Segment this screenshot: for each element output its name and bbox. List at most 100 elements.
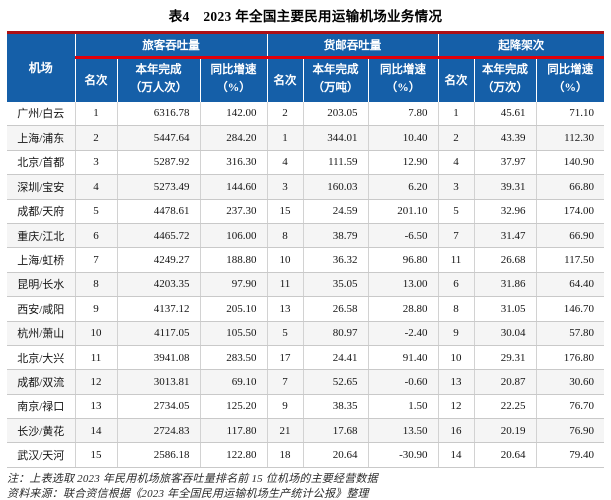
airport-name-cell: 长沙/黄花 bbox=[7, 418, 75, 444]
passenger-yoy-cell: 283.50 bbox=[199, 345, 267, 371]
table-row: 北京/大兴 11 3941.08 283.50 17 24.41 91.40 1… bbox=[7, 345, 604, 371]
passenger-rank-cell: 6 bbox=[74, 223, 117, 249]
passenger-value-cell: 2586.18 bbox=[116, 442, 200, 468]
flights-yoy-cell: 76.70 bbox=[535, 394, 604, 420]
flights-value-cell: 43.39 bbox=[473, 125, 536, 151]
passenger-yoy-cell: 97.90 bbox=[199, 272, 267, 298]
header-passenger-rank: 名次 bbox=[74, 57, 117, 102]
header-group-cargo-throughput: 货邮吞吐量 bbox=[266, 32, 438, 59]
airport-business-table: 机场 旅客吞吐量 货邮吞吐量 起降架次 名次 本年完成 （万人次） 同比增速 （… bbox=[7, 31, 604, 468]
cargo-yoy-cell: 7.80 bbox=[367, 101, 438, 127]
passenger-rank-cell: 10 bbox=[74, 321, 117, 346]
flights-rank-cell: 1 bbox=[437, 101, 474, 127]
flights-rank-cell: 12 bbox=[437, 394, 474, 420]
cargo-yoy-cell: -30.90 bbox=[367, 442, 438, 468]
cargo-rank-cell: 9 bbox=[266, 394, 303, 420]
passenger-rank-cell: 9 bbox=[74, 296, 117, 322]
cargo-rank-cell: 4 bbox=[266, 150, 303, 176]
cargo-yoy-cell: 12.90 bbox=[367, 150, 438, 176]
passenger-rank-cell: 5 bbox=[74, 199, 117, 224]
cargo-value-cell: 38.35 bbox=[302, 394, 368, 420]
table-header: 机场 旅客吞吐量 货邮吞吐量 起降架次 名次 本年完成 （万人次） 同比增速 （… bbox=[7, 32, 604, 102]
cargo-yoy-cell: 1.50 bbox=[367, 394, 438, 420]
cargo-yoy-cell: 96.80 bbox=[367, 247, 438, 273]
flights-value-cell: 37.97 bbox=[473, 150, 536, 176]
cargo-value-cell: 111.59 bbox=[302, 150, 368, 176]
flights-rank-cell: 6 bbox=[437, 272, 474, 298]
flights-rank-cell: 4 bbox=[437, 150, 474, 176]
header-cargo-yoy-unit: （%） bbox=[385, 82, 421, 95]
passenger-yoy-cell: 316.30 bbox=[199, 150, 267, 176]
cargo-rank-cell: 21 bbox=[266, 418, 303, 444]
flights-yoy-cell: 79.40 bbox=[535, 442, 604, 468]
cargo-value-cell: 24.41 bbox=[302, 345, 368, 371]
cargo-yoy-cell: 6.20 bbox=[367, 174, 438, 200]
header-airport: 机场 bbox=[7, 32, 75, 102]
airport-name-cell: 深圳/宝安 bbox=[7, 174, 75, 200]
header-flights-yoy: 同比增速 （%） bbox=[535, 57, 604, 102]
passenger-yoy-cell: 105.50 bbox=[199, 321, 267, 346]
table-row: 西安/咸阳 9 4137.12 205.10 13 26.58 28.80 8 … bbox=[7, 296, 604, 322]
table-row: 深圳/宝安 4 5273.49 144.60 3 160.03 6.20 3 3… bbox=[7, 174, 604, 200]
sub-header-row: 名次 本年完成 （万人次） 同比增速 （%） 名次 本年完成 （万吨） 同比增速… bbox=[7, 57, 604, 102]
header-passenger-yoy: 同比增速 （%） bbox=[199, 57, 267, 102]
cargo-rank-cell: 5 bbox=[266, 321, 303, 346]
cargo-yoy-cell: 13.00 bbox=[367, 272, 438, 298]
flights-value-cell: 29.31 bbox=[473, 345, 536, 371]
passenger-yoy-cell: 205.10 bbox=[199, 296, 267, 322]
flights-value-cell: 31.05 bbox=[473, 296, 536, 322]
passenger-yoy-cell: 106.00 bbox=[199, 223, 267, 249]
cargo-rank-cell: 8 bbox=[266, 223, 303, 249]
header-passenger-yoy-unit: （%） bbox=[216, 82, 251, 95]
cargo-yoy-cell: 10.40 bbox=[367, 125, 438, 151]
flights-yoy-cell: 76.90 bbox=[535, 418, 604, 444]
airport-name-cell: 南京/禄口 bbox=[7, 394, 75, 420]
table-row: 北京/首都 3 5287.92 316.30 4 111.59 12.90 4 … bbox=[7, 150, 604, 176]
header-cargo-completed: 本年完成 （万吨） bbox=[302, 57, 368, 102]
flights-rank-cell: 11 bbox=[437, 247, 474, 273]
flights-yoy-cell: 30.60 bbox=[535, 369, 604, 395]
header-group-aircraft-movements: 起降架次 bbox=[437, 32, 604, 59]
header-cargo-yoy-label: 同比增速 bbox=[380, 64, 426, 77]
header-cargo-completed-label: 本年完成 bbox=[312, 64, 359, 77]
cargo-yoy-cell: -0.60 bbox=[367, 369, 438, 395]
flights-value-cell: 26.68 bbox=[473, 247, 536, 273]
passenger-rank-cell: 8 bbox=[74, 272, 117, 298]
passenger-value-cell: 5287.92 bbox=[116, 150, 200, 176]
flights-yoy-cell: 140.90 bbox=[535, 150, 604, 176]
flights-value-cell: 45.61 bbox=[473, 101, 536, 127]
flights-yoy-cell: 57.80 bbox=[535, 321, 604, 346]
passenger-value-cell: 3013.81 bbox=[116, 369, 200, 395]
table-notes: 注：上表选取 2023 年民用机场旅客吞吐量排名前 15 位机场的主要经营数据 … bbox=[7, 472, 604, 500]
group-header-row: 机场 旅客吞吐量 货邮吞吐量 起降架次 bbox=[7, 32, 604, 102]
passenger-value-cell: 4249.27 bbox=[116, 247, 200, 273]
header-flights-completed-unit: （万次） bbox=[482, 82, 528, 95]
cargo-value-cell: 26.58 bbox=[302, 296, 368, 322]
header-flights-yoy-label: 同比增速 bbox=[547, 64, 594, 77]
passenger-rank-cell: 15 bbox=[74, 442, 117, 468]
cargo-rank-cell: 2 bbox=[266, 101, 303, 127]
passenger-rank-cell: 4 bbox=[74, 174, 117, 200]
header-group-passenger-throughput: 旅客吞吐量 bbox=[74, 32, 267, 59]
airport-name-cell: 上海/虹桥 bbox=[7, 247, 75, 273]
table-row: 上海/虹桥 7 4249.27 188.80 10 36.32 96.80 11… bbox=[7, 247, 604, 273]
passenger-yoy-cell: 142.00 bbox=[199, 101, 267, 127]
header-flights-rank: 名次 bbox=[437, 57, 474, 102]
table-row: 重庆/江北 6 4465.72 106.00 8 38.79 -6.50 7 3… bbox=[7, 223, 604, 249]
header-flights-yoy-unit: （%） bbox=[553, 82, 588, 95]
flights-rank-cell: 14 bbox=[437, 442, 474, 468]
flights-yoy-cell: 117.50 bbox=[535, 247, 604, 273]
flights-rank-cell: 3 bbox=[437, 174, 474, 200]
source-line: 资料来源：联合资信根据《2023 年全国民用运输机场生产统计公报》整理 bbox=[7, 488, 369, 500]
passenger-rank-cell: 11 bbox=[74, 345, 117, 371]
airport-name-cell: 西安/咸阳 bbox=[7, 296, 75, 322]
passenger-value-cell: 6316.78 bbox=[116, 101, 200, 127]
cargo-rank-cell: 7 bbox=[266, 369, 303, 395]
airport-name-cell: 重庆/江北 bbox=[7, 223, 75, 249]
note-line: 注：上表选取 2023 年民用机场旅客吞吐量排名前 15 位机场的主要经营数据 bbox=[7, 472, 378, 485]
cargo-value-cell: 35.05 bbox=[302, 272, 368, 298]
airport-name-cell: 成都/双流 bbox=[7, 369, 75, 395]
flights-yoy-cell: 64.40 bbox=[535, 272, 604, 298]
flights-yoy-cell: 174.00 bbox=[535, 199, 604, 224]
